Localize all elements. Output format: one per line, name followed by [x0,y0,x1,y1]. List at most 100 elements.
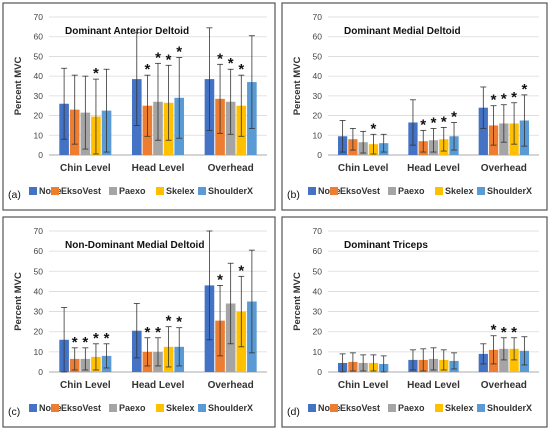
legend-swatch [198,187,206,195]
panel-label: (b) [287,189,300,201]
legend-label: EksoVest [61,403,101,413]
chart-panel-3: 0 10 20 30 40 50 60 70 Percent MVC Non-Dominant M… [2,216,276,428]
y-tick-label: 10 [34,130,44,140]
significance-marker: * [451,108,457,125]
significance-marker: * [511,89,517,106]
significance-marker: * [420,116,426,133]
y-tick-label: 50 [313,51,323,61]
legend-swatch [330,187,338,195]
legend-label: ShoulderX [487,403,532,413]
y-tick-label: 60 [34,32,44,42]
legend-swatch [477,187,485,195]
significance-marker: * [501,324,507,341]
significance-marker: * [93,330,99,347]
significance-marker: * [228,55,234,72]
x-category-label: Overhead [481,380,527,391]
legend-swatch [308,404,316,412]
y-tick-label: 70 [313,226,323,236]
significance-marker: * [72,334,78,351]
legend-swatch [51,187,59,195]
significance-marker: * [93,65,99,82]
panel-label: (c) [8,406,20,418]
x-category-label: Chin Level [338,380,389,391]
y-tick-label: 40 [313,286,323,296]
y-tick-label: 60 [313,32,323,42]
legend-swatch [388,404,396,412]
significance-marker: * [441,113,447,130]
legend-label: Skelex [445,186,474,196]
legend-label: None [39,403,62,413]
significance-marker: * [144,61,150,78]
x-category-label: Head Level [407,163,460,174]
legend-swatch [435,404,443,412]
y-tick-label: 40 [313,71,323,81]
legend-swatch [109,187,117,195]
legend: None EksoVest Paexo Skelex ShoulderX [308,403,532,413]
significance-marker: * [501,91,507,108]
y-tick-label: 40 [34,286,44,296]
significance-marker: * [431,114,437,131]
y-tick-label: 50 [34,266,44,276]
chart-panel-2: 0 10 20 30 40 50 60 70 Percent MVC Dominant Media… [281,2,548,211]
significance-marker: * [217,271,223,288]
y-tick-label: 0 [317,367,322,377]
legend-swatch [388,187,396,195]
significance-marker: * [371,120,377,137]
y-axis-label: Percent MVC [13,57,24,116]
legend-swatch [330,404,338,412]
x-category-label: Head Level [407,380,460,391]
panel-label: (d) [287,406,300,418]
panel-border [281,216,548,428]
y-tick-label: 20 [34,111,44,121]
chart-panel-1: 0 10 20 30 40 50 60 70 Percent MVC Dominant Anter… [2,2,276,211]
y-tick-label: 30 [313,91,323,101]
panel-label: (a) [8,189,21,201]
y-tick-label: 0 [317,150,322,160]
significance-marker: * [511,324,517,341]
legend: None EksoVest Paexo Skelex ShoulderX [29,186,253,196]
legend-label: EksoVest [61,186,101,196]
legend-label: Paexo [398,403,425,413]
legend-label: Paexo [119,186,146,196]
significance-marker: * [238,262,244,279]
legend-swatch [435,187,443,195]
significance-marker: * [166,313,172,330]
x-category-label: Overhead [481,163,527,174]
significance-marker: * [176,314,182,331]
significance-marker: * [82,334,88,351]
significance-marker: * [238,61,244,78]
legend-swatch [156,404,164,412]
y-tick-label: 30 [34,91,44,101]
y-tick-label: 50 [34,51,44,61]
legend-swatch [308,187,316,195]
bar-skelex [509,348,519,372]
x-category-label: Head Level [132,380,185,391]
significance-marker: * [491,322,497,339]
legend-swatch [477,404,485,412]
significance-marker: * [217,50,223,67]
y-tick-label: 20 [34,327,44,337]
y-tick-label: 70 [34,12,44,22]
significance-marker: * [104,330,110,347]
significance-marker: * [144,324,150,341]
legend-swatch [156,187,164,195]
y-axis-label: Percent MVC [292,272,303,331]
legend-swatch [198,404,206,412]
x-category-label: Head Level [132,163,185,174]
x-category-label: Overhead [208,380,254,391]
y-tick-label: 40 [34,71,44,81]
legend-label: Skelex [166,403,195,413]
y-axis-label: Percent MVC [292,57,303,116]
legend-label: None [39,186,62,196]
chart-title: Dominant Anterior Deltoid [65,26,189,37]
legend: None EksoVest Paexo Skelex ShoulderX [29,403,253,413]
legend-label: Paexo [398,186,425,196]
legend-label: None [318,403,341,413]
y-tick-label: 20 [313,327,323,337]
x-category-label: Chin Level [60,163,111,174]
significance-marker: * [155,324,161,341]
bar-none [478,107,488,155]
chart-title: Non-Dominant Medial Deltoid [65,240,204,251]
significance-marker: * [166,51,172,68]
legend-swatch [29,404,37,412]
